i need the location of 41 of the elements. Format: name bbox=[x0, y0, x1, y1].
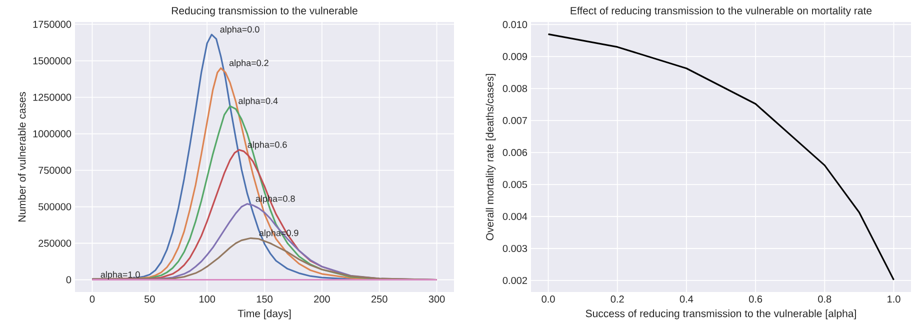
y-axis-title: Overall mortality rate [deaths/cases] bbox=[486, 74, 496, 240]
y-tick-label: 0.008 bbox=[502, 85, 528, 92]
y-tick-label: 250000 bbox=[38, 240, 72, 247]
x-tick-label: 0.0 bbox=[542, 296, 555, 303]
x-tick-label: 0 bbox=[90, 296, 95, 303]
y-tick-label: 0.002 bbox=[502, 276, 527, 284]
x-tick-label: 0.6 bbox=[748, 296, 762, 303]
x-tick-label: 1.0 bbox=[888, 296, 900, 303]
chart-title: Effect of reducing transmission to the vulnerable on mortality rate bbox=[570, 6, 872, 16]
x-tick-label: 0.2 bbox=[610, 296, 624, 303]
y-tick-label: 0.004 bbox=[502, 212, 528, 220]
y-tick-label: 750000 bbox=[38, 166, 72, 174]
annotation: alpha=0.0 bbox=[220, 26, 260, 34]
x-tick-label: 150 bbox=[256, 296, 272, 303]
y-tick-label: 1750000 bbox=[33, 20, 72, 28]
y-tick-label: 0.007 bbox=[502, 116, 527, 124]
y-tick-label: 500000 bbox=[38, 203, 72, 210]
y-tick-label: 0.005 bbox=[502, 180, 528, 188]
y-tick-label: 0.009 bbox=[502, 53, 528, 60]
annotation: alpha=0.2 bbox=[229, 60, 268, 68]
x-tick-label: 50 bbox=[144, 296, 155, 303]
annotation: alpha=1.0 bbox=[100, 271, 140, 280]
y-tick-label: 0.006 bbox=[502, 148, 528, 156]
y-tick-label: 1000000 bbox=[33, 130, 72, 138]
x-axis-title: Time [days] bbox=[238, 309, 291, 320]
y-tick-label: 0 bbox=[66, 276, 72, 284]
y-tick-label: 1500000 bbox=[33, 57, 72, 64]
y-tick-label: 0.010 bbox=[502, 21, 528, 28]
y-tick-label: 1250000 bbox=[33, 94, 72, 101]
x-tick-label: 250 bbox=[372, 296, 388, 303]
x-tick-label: 200 bbox=[314, 296, 330, 303]
x-tick-label: 300 bbox=[428, 296, 445, 303]
x-tick-label: 100 bbox=[200, 296, 216, 303]
x-axis-title: Success of reducing transmission to the vulnerable [alpha] bbox=[586, 309, 856, 320]
line-series bbox=[547, 33, 895, 281]
annotation: alpha=0.4 bbox=[238, 97, 278, 106]
y-axis-title: Number of vulnerable cases bbox=[18, 92, 26, 222]
y-tick-label: 0.003 bbox=[502, 244, 528, 252]
x-tick-label: 0.4 bbox=[680, 296, 694, 303]
chart-title: Reducing transmission to the vulnerable bbox=[172, 6, 358, 16]
x-tick-label: 0.8 bbox=[818, 296, 832, 303]
